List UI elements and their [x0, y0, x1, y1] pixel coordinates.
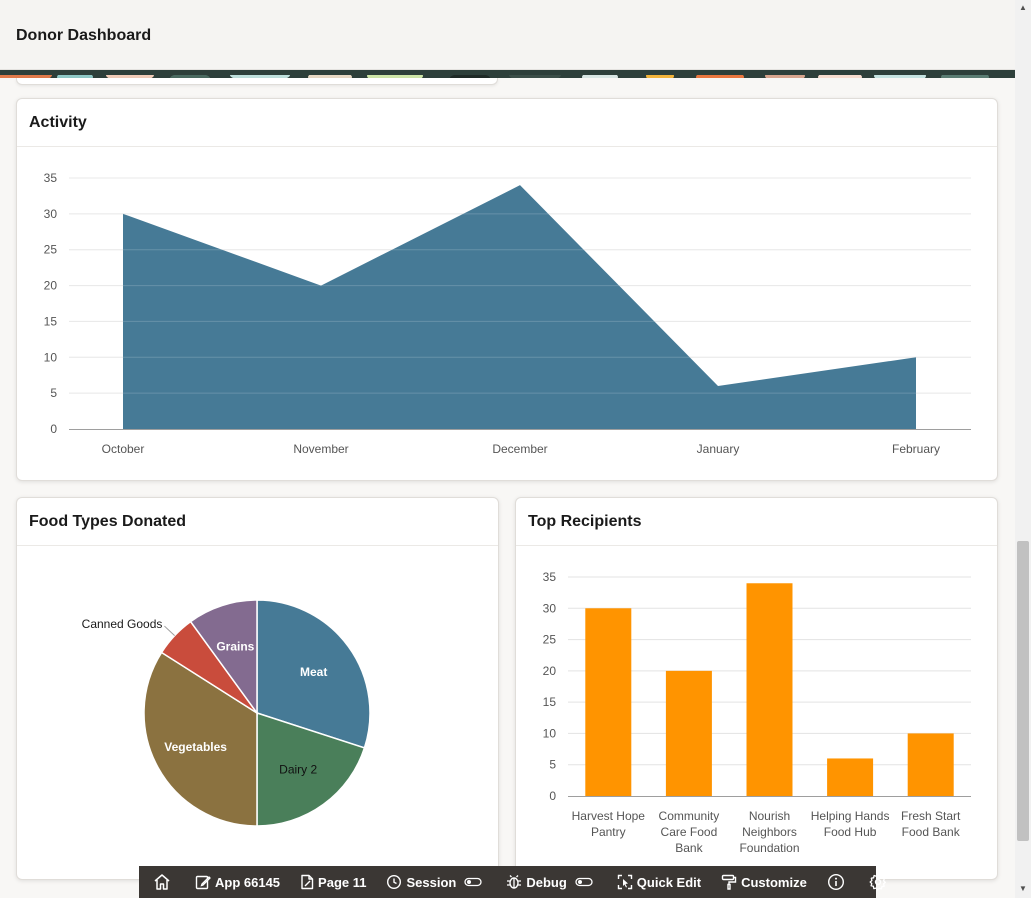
- top-recipients-card-header: Top Recipients: [516, 498, 997, 546]
- page-header: Donor Dashboard: [0, 0, 1015, 70]
- settings-button[interactable]: [863, 866, 897, 898]
- activity-x-tick-label: December: [492, 442, 547, 456]
- bar-rect: [665, 670, 712, 796]
- decorative-banner: [0, 70, 1015, 78]
- bar-rect: [746, 583, 793, 796]
- top-recipients-card: Top Recipients 0 5 10 15 20 25 30 35 Harvest Hop…: [515, 497, 998, 880]
- app-label: App 66145: [215, 874, 281, 890]
- activity-card-header: Activity: [17, 99, 997, 147]
- scrollbar-thumb[interactable]: [1017, 541, 1029, 841]
- session-label: Session: [406, 874, 457, 890]
- bar-y-tick-label: 20: [543, 664, 557, 678]
- debug-button[interactable]: Debug: [500, 866, 602, 898]
- top-recipients-chart: 0 5 10 15 20 25 30 35 Harvest Hope Pantry Communit…: [543, 570, 971, 855]
- debug-label: Debug: [526, 874, 567, 890]
- previous-card-edge: [16, 78, 498, 85]
- bar-y-tick-label: 25: [543, 633, 557, 647]
- quick-edit-icon: [617, 874, 632, 890]
- scroll-up-arrow-icon[interactable]: ▲: [1019, 3, 1027, 12]
- info-icon: [827, 873, 844, 891]
- bar-x-tick-label: Neighbors: [742, 825, 797, 839]
- bar-y-tick-label: 0: [549, 789, 556, 803]
- developer-toolbar: App 66145 Page 11 Session Debug Quick Ed…: [139, 866, 886, 898]
- debug-toggle-icon[interactable]: [575, 877, 593, 887]
- activity-x-tick-label: November: [293, 442, 348, 456]
- food-types-title: Food Types Donated: [29, 512, 187, 530]
- pie-slice: [256, 711, 366, 827]
- bar-x-tick-label: Bank: [675, 841, 703, 855]
- gear-icon: [869, 873, 886, 891]
- bar-y-tick-label: 10: [543, 726, 557, 740]
- bar-rect: [827, 758, 874, 796]
- food-types-card-header: Food Types Donated: [17, 498, 498, 546]
- bar-x-tick-label: Fresh Start: [901, 809, 961, 823]
- bar-y-tick-label: 30: [543, 601, 557, 615]
- app-button[interactable]: App 66145: [189, 866, 286, 898]
- info-button[interactable]: [821, 866, 855, 898]
- bar-y-tick-label: 15: [543, 695, 557, 709]
- bar-x-tick-label: Foundation: [739, 841, 799, 855]
- activity-x-tick-label: February: [892, 442, 940, 456]
- activity-y-tick-label: 10: [44, 350, 58, 364]
- top-recipients-title: Top Recipients: [528, 512, 642, 530]
- page-scrollbar[interactable]: ▲ ▼: [1015, 0, 1031, 898]
- pie-leader-line: [164, 625, 175, 637]
- activity-y-tick-label: 25: [44, 243, 58, 257]
- bar-x-tick-label: Care Food: [661, 825, 718, 839]
- page-button[interactable]: Page 11: [294, 866, 372, 898]
- pie-slice-label: Vegetables: [164, 740, 227, 754]
- activity-area-series: [123, 185, 916, 429]
- bar-x-tick-label: Food Hub: [824, 825, 877, 839]
- pie-slice-label: Grains: [216, 639, 254, 653]
- pie-slice: [189, 599, 258, 716]
- activity-y-tick-label: 20: [44, 279, 58, 293]
- home-button[interactable]: [147, 866, 181, 898]
- bar-rect: [585, 608, 632, 796]
- pie-slice: [256, 599, 371, 749]
- page-title: Donor Dashboard: [16, 27, 152, 44]
- quick-edit-button[interactable]: Quick Edit: [611, 866, 707, 898]
- bar-x-tick-label: Nourish: [749, 809, 790, 823]
- activity-chart: 0 5 10 15 20 25 30 35 October November December Jan…: [44, 171, 971, 456]
- home-icon: [154, 874, 170, 890]
- clock-icon: [387, 874, 402, 890]
- pie-slice-label: Dairy 2: [279, 763, 317, 777]
- scroll-down-arrow-icon[interactable]: ▼: [1019, 884, 1027, 893]
- customize-button[interactable]: Customize: [715, 866, 813, 898]
- activity-title: Activity: [29, 113, 87, 131]
- bar-x-tick-label: Harvest Hope: [572, 809, 646, 823]
- activity-y-tick-label: 5: [50, 386, 57, 400]
- bar-y-tick-label: 5: [549, 758, 556, 772]
- activity-card: Activity 0 5 10 15 20 25 30 35 October November De…: [16, 98, 998, 481]
- bug-icon: [507, 875, 522, 889]
- activity-y-tick-label: 0: [50, 422, 57, 436]
- activity-y-tick-label: 30: [44, 207, 58, 221]
- food-types-card: Food Types Donated Meat Dairy 2 Vegetables…: [16, 497, 499, 880]
- bar-y-tick-label: 35: [543, 570, 557, 584]
- bar-x-tick-label: Helping Hands: [811, 809, 890, 823]
- bar-x-tick-label: Food Bank: [902, 825, 961, 839]
- activity-y-tick-label: 35: [44, 171, 58, 185]
- pie-slice-label: Canned Goods: [82, 617, 163, 631]
- activity-y-tick-label: 15: [44, 314, 58, 328]
- session-button[interactable]: Session: [380, 866, 492, 898]
- page-label: Page 11: [318, 874, 367, 890]
- paint-roller-icon: [721, 874, 737, 890]
- bar-x-tick-label: Pantry: [591, 825, 626, 839]
- customize-label: Customize: [741, 874, 807, 890]
- edit-icon: [195, 875, 211, 890]
- activity-x-tick-label: January: [697, 442, 740, 456]
- bar-rect: [907, 733, 954, 796]
- food-types-chart: Meat Dairy 2 Vegetables Canned Goods Grains: [82, 599, 371, 827]
- pie-slice-label: Meat: [300, 665, 327, 679]
- page-icon: [301, 874, 314, 890]
- session-toggle-icon[interactable]: [464, 877, 482, 887]
- activity-x-tick-label: October: [102, 442, 145, 456]
- quick-edit-label: Quick Edit: [636, 874, 702, 890]
- bar-x-tick-label: Community: [659, 809, 720, 823]
